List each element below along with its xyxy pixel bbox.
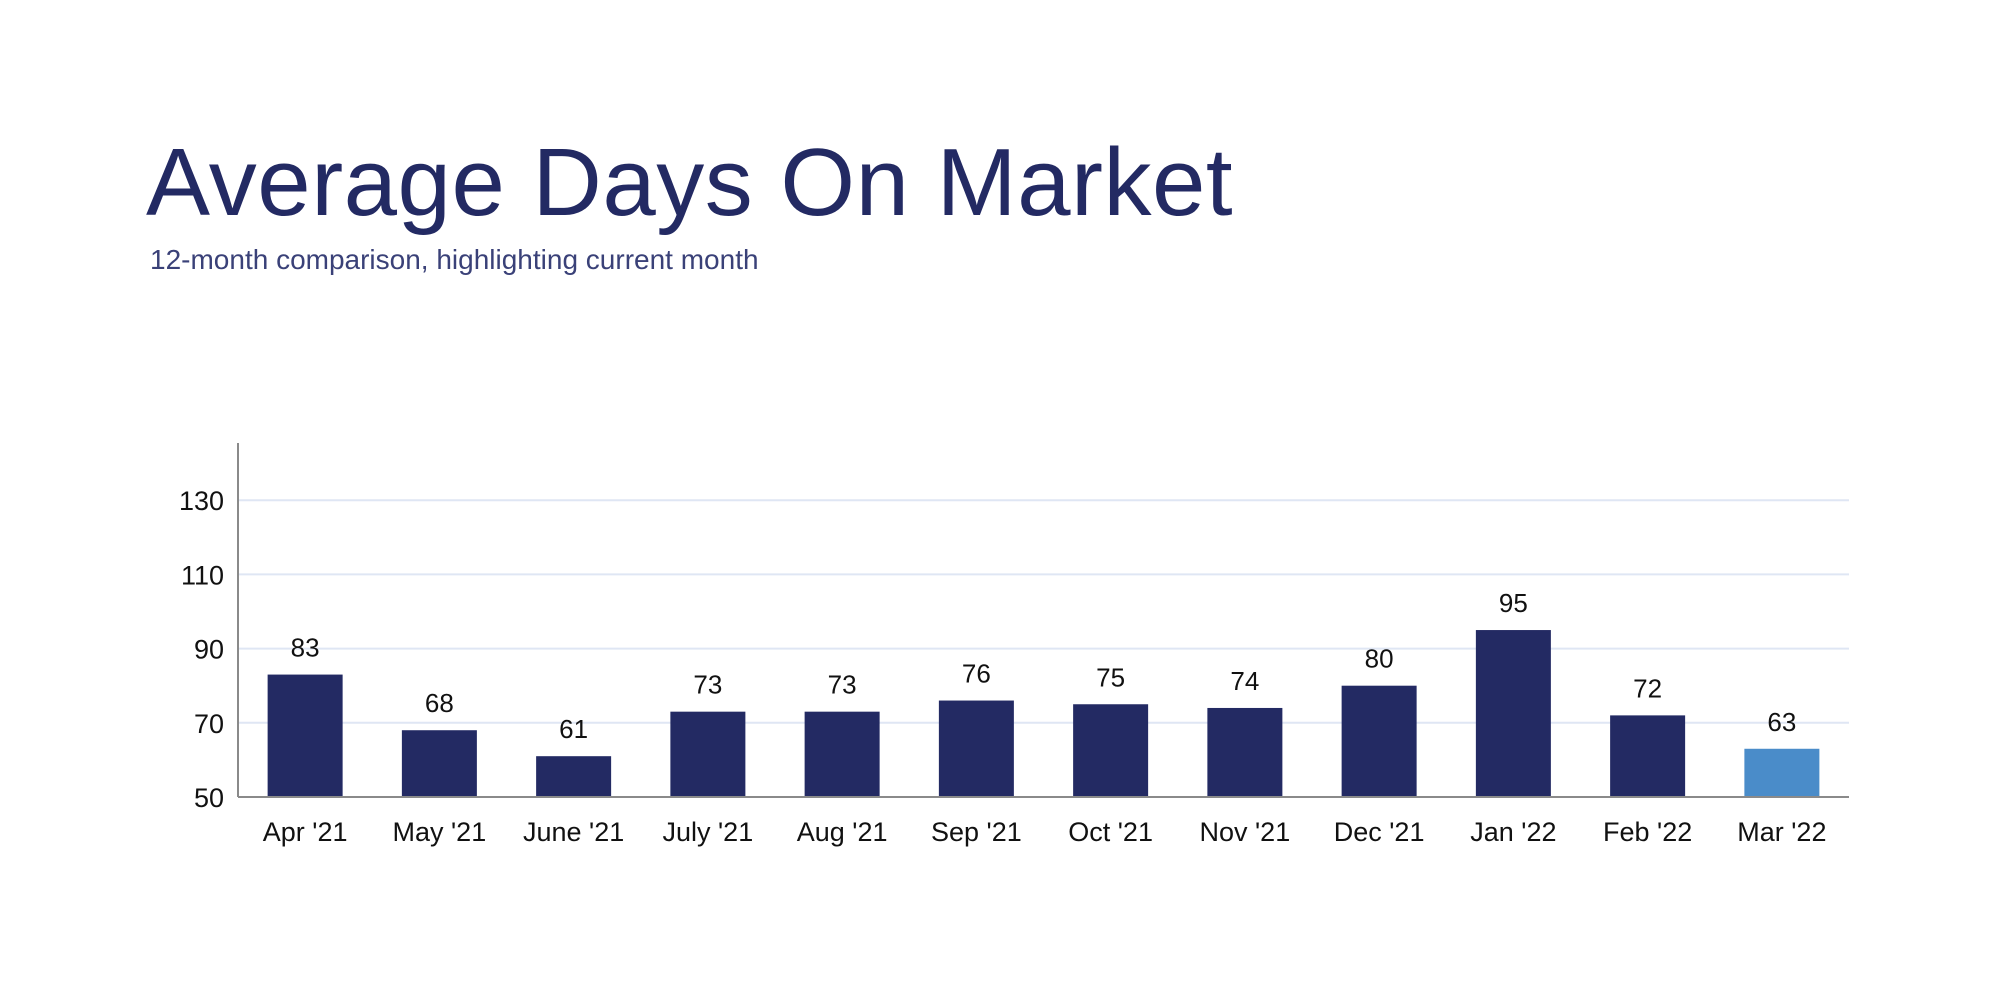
x-tick-label: Dec '21 <box>1334 817 1425 847</box>
data-label: 75 <box>1096 662 1125 692</box>
x-tick-label: Mar '22 <box>1737 817 1826 847</box>
x-tick-label: Oct '21 <box>1068 817 1153 847</box>
bar <box>1610 715 1686 797</box>
y-tick-label: 90 <box>194 635 224 665</box>
x-tick-label: July '21 <box>663 817 754 847</box>
data-label: 73 <box>693 670 722 700</box>
bar <box>1207 707 1283 797</box>
bar <box>670 711 746 797</box>
bar <box>1073 704 1149 797</box>
x-tick-label: Jan '22 <box>1470 817 1556 847</box>
bar <box>1475 630 1551 797</box>
data-label: 72 <box>1633 673 1662 703</box>
y-tick-label: 130 <box>179 486 224 516</box>
chart-subtitle: 12-month comparison, highlighting curren… <box>150 244 759 275</box>
x-tick-label: Aug '21 <box>797 817 888 847</box>
data-label: 63 <box>1767 707 1796 737</box>
data-label: 74 <box>1230 666 1259 696</box>
data-label: 68 <box>425 688 454 718</box>
y-tick-label: 70 <box>194 709 224 739</box>
y-tick-label: 110 <box>181 560 224 590</box>
x-tick-label: June '21 <box>523 817 624 847</box>
x-tick-label: Apr '21 <box>263 817 348 847</box>
x-tick-label: Feb '22 <box>1603 817 1692 847</box>
data-label: 95 <box>1499 588 1528 618</box>
bar <box>267 674 343 797</box>
bar <box>1744 748 1820 797</box>
y-tick-label: 50 <box>194 783 224 813</box>
data-label: 61 <box>559 714 588 744</box>
x-tick-label: Sep '21 <box>931 817 1022 847</box>
x-tick-label: May '21 <box>393 817 487 847</box>
data-label: 73 <box>828 670 857 700</box>
x-tick-label: Nov '21 <box>1200 817 1291 847</box>
chart-title: Average Days On Market <box>146 129 1234 236</box>
bar <box>938 700 1014 797</box>
bar <box>536 756 612 797</box>
bar <box>401 730 477 797</box>
data-label: 83 <box>291 633 320 663</box>
data-label: 76 <box>962 659 991 689</box>
bar <box>804 711 880 797</box>
bar <box>1341 685 1417 797</box>
data-label: 80 <box>1365 644 1394 674</box>
